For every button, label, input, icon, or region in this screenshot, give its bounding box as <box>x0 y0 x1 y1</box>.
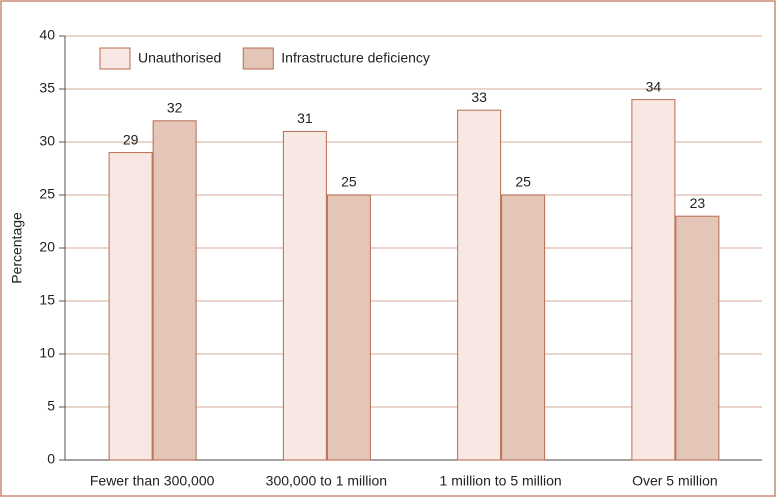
value-label: 31 <box>297 110 313 126</box>
bar <box>457 109 502 461</box>
x-tick-label: 1 million to 5 million <box>440 473 562 489</box>
bar <box>501 194 546 461</box>
x-tick-label: 300,000 to 1 million <box>266 473 387 489</box>
legend-label: Infrastructure deficiency <box>281 50 430 66</box>
y-tick-label: 10 <box>39 345 55 361</box>
bar <box>675 215 720 461</box>
y-tick-label: 15 <box>39 292 55 308</box>
legend-swatch <box>99 47 131 70</box>
value-label: 25 <box>341 174 357 190</box>
y-tick-label: 40 <box>39 27 55 43</box>
value-label: 33 <box>471 89 487 105</box>
y-tick-label: 5 <box>47 398 55 414</box>
y-tick-label: 20 <box>39 239 55 255</box>
bar <box>631 99 676 461</box>
value-label: 32 <box>167 100 183 116</box>
legend-swatch <box>242 47 274 70</box>
bar <box>282 130 327 461</box>
value-label: 29 <box>123 131 139 147</box>
y-tick-label: 0 <box>47 451 55 467</box>
y-tick-label: 25 <box>39 186 55 202</box>
y-axis-label: Percentage <box>9 212 25 284</box>
x-tick-label: Over 5 million <box>632 473 718 489</box>
bar <box>108 152 153 461</box>
value-label: 25 <box>515 174 531 190</box>
y-tick-label: 35 <box>39 80 55 96</box>
value-label: 23 <box>690 195 706 211</box>
bar <box>152 120 197 461</box>
legend-label: Unauthorised <box>138 50 221 66</box>
bar <box>326 194 371 461</box>
y-tick-label: 30 <box>39 133 55 149</box>
value-label: 34 <box>646 78 662 94</box>
x-tick-label: Fewer than 300,000 <box>90 473 215 489</box>
